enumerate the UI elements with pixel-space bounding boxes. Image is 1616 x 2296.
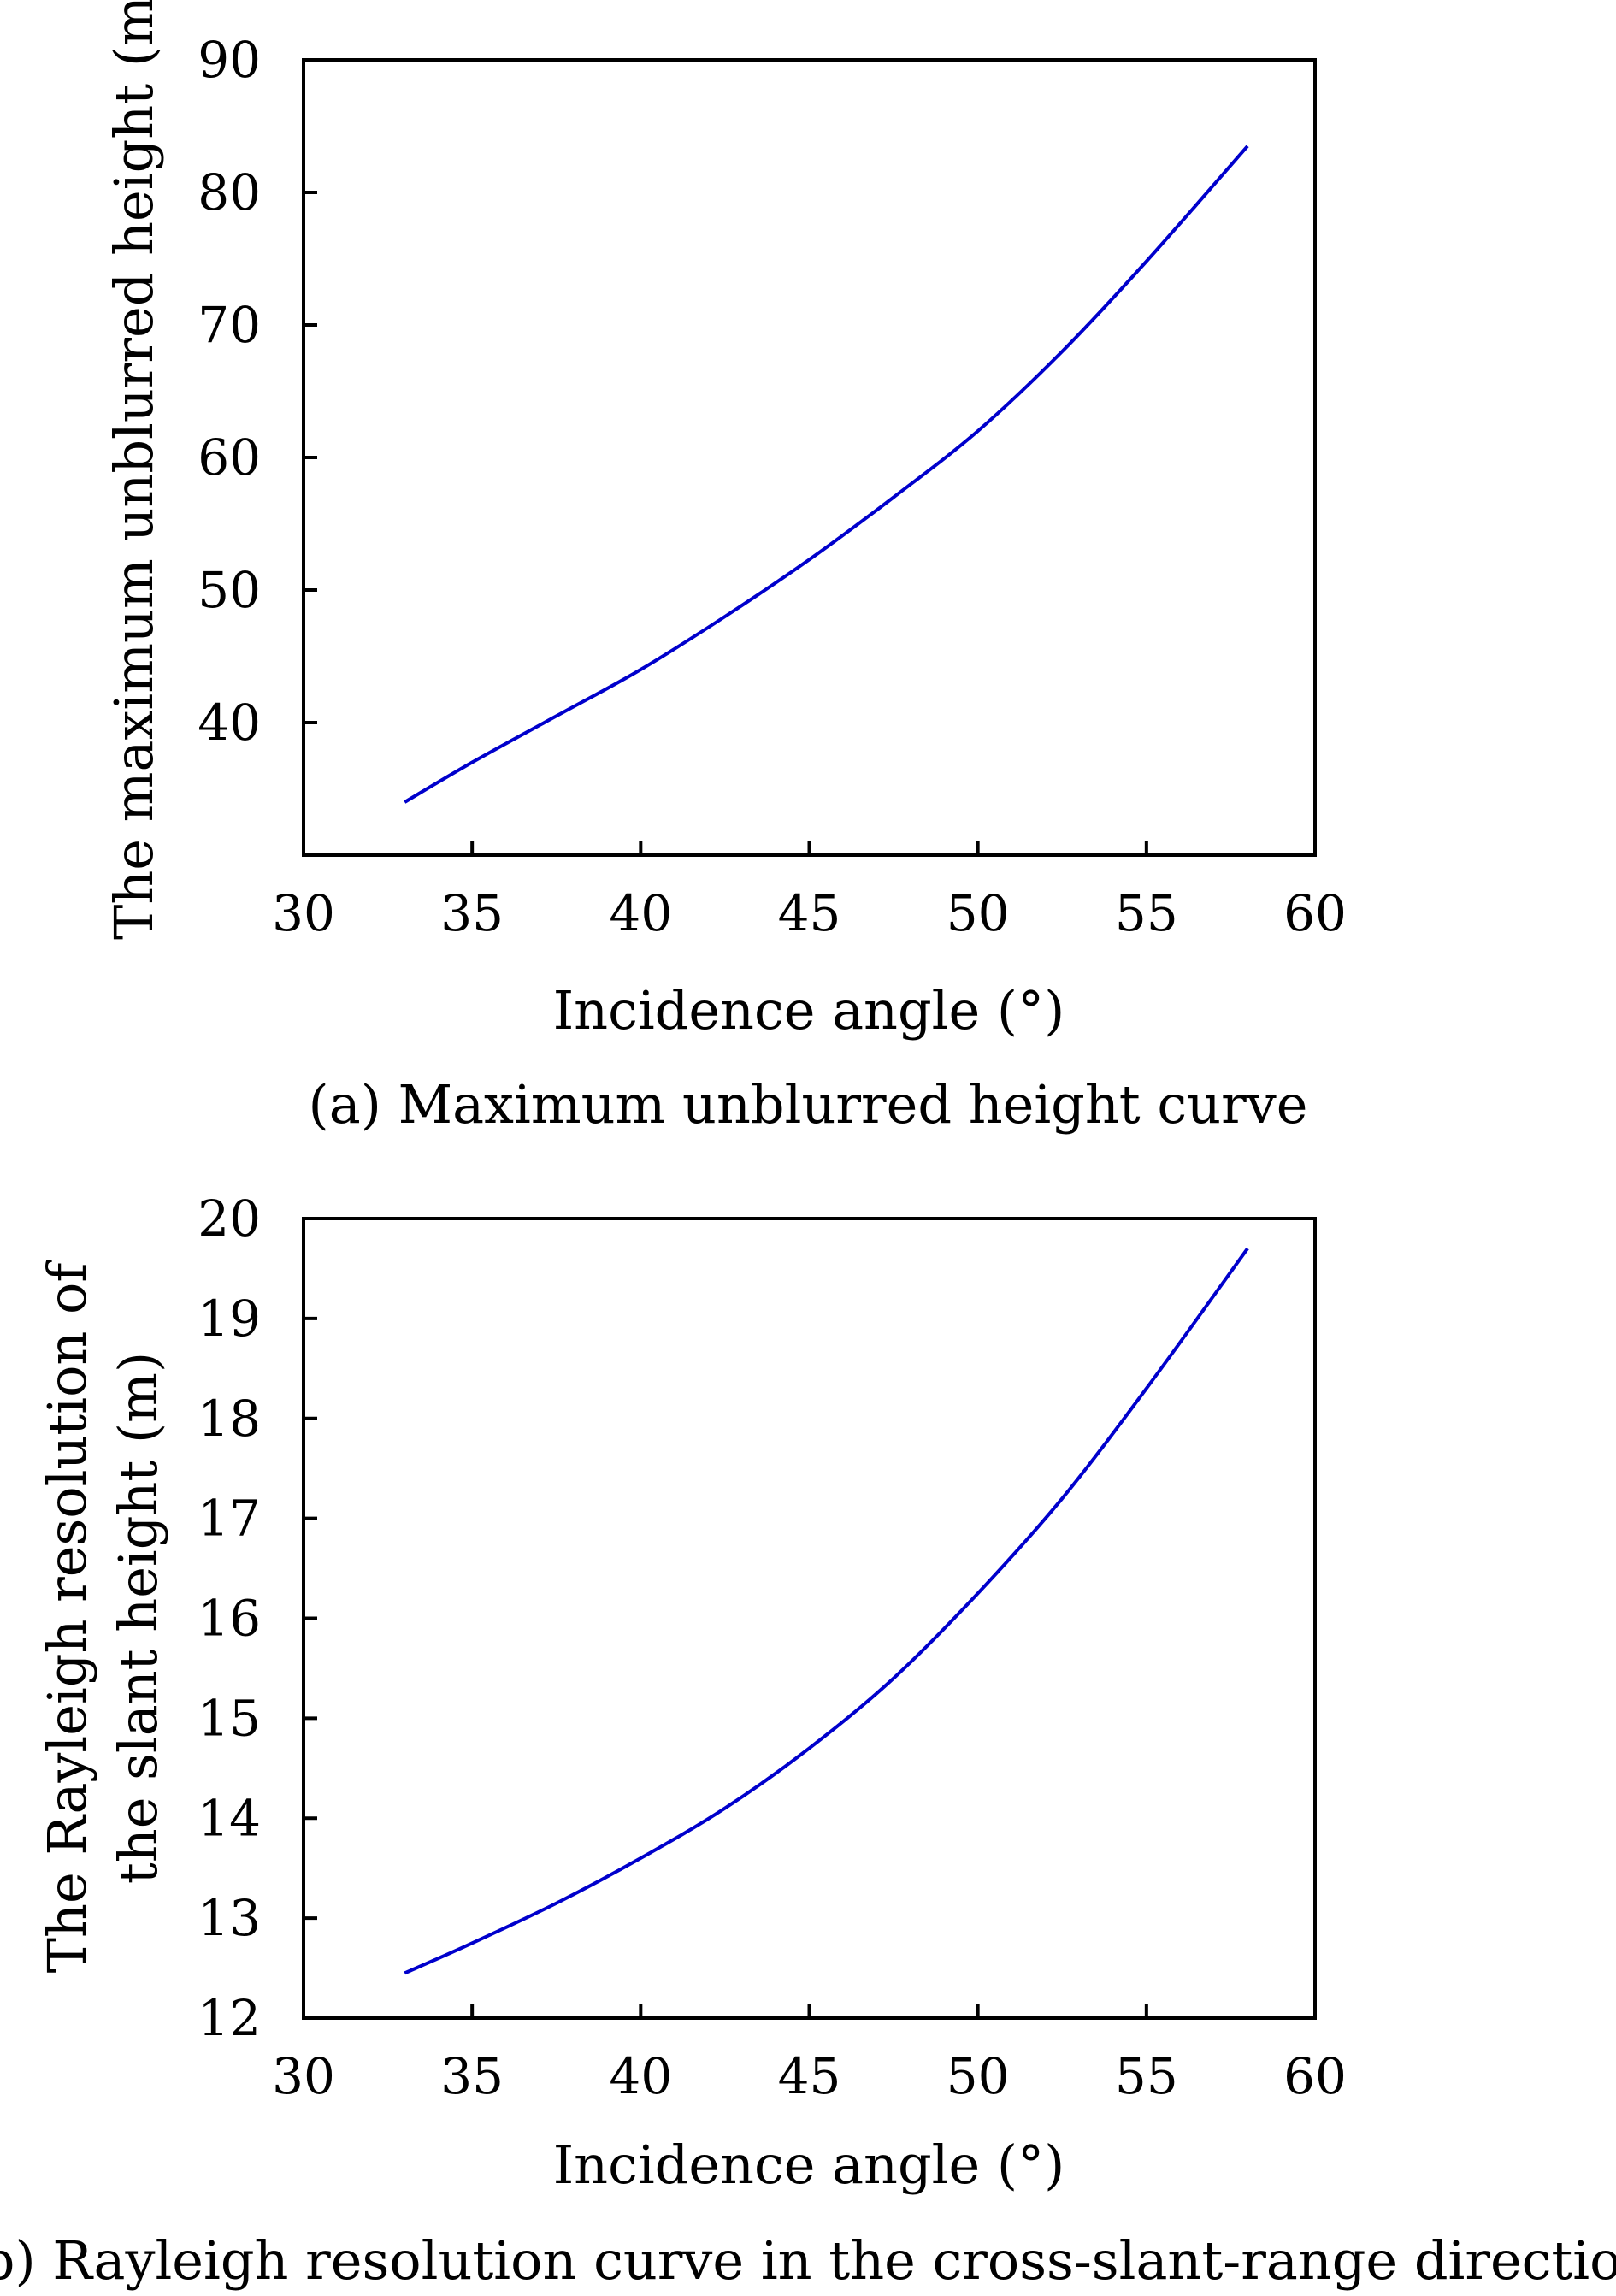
chart-b-ytick-label: 15 [198, 1689, 261, 1747]
chart-b-xtick-label: 50 [947, 2047, 1010, 2105]
chart-b-series-line [404, 1247, 1249, 1975]
chart-a-ylabel: The maximum unblurred height (m) [103, 0, 165, 940]
chart-b-xtick-label: 60 [1283, 2047, 1347, 2105]
chart-a-xlabel: Incidence angle (°) [553, 979, 1065, 1042]
chart-b-caption: (b) Rayleigh resolution curve in the cro… [0, 2229, 1616, 2292]
chart-a-ytick-label: 60 [198, 428, 261, 487]
chart-a-xtick-label: 50 [947, 884, 1010, 942]
chart-b-xtick-label: 45 [778, 2047, 841, 2105]
chart-a-ytick-label: 90 [198, 31, 261, 89]
chart-a-xtick-label: 45 [778, 884, 841, 942]
chart-b-ylabel-line2: the slant height (m) [107, 1352, 169, 1884]
chart-b-xtick-label: 35 [440, 2047, 504, 2105]
chart-a: 40 50 60 70 80 90 30 35 40 45 50 55 60 Incidence an… [103, 0, 1347, 1136]
chart-a-ytick-label: 50 [198, 561, 261, 619]
chart-b-xlabel: Incidence angle (°) [553, 2134, 1065, 2196]
chart-b-xtick-label: 55 [1115, 2047, 1178, 2105]
chart-a-ytick-label: 40 [198, 694, 261, 752]
chart-a-xtick-label: 55 [1115, 884, 1178, 942]
chart-b-ytick-label: 16 [198, 1590, 261, 1648]
chart-b-xtick-label: 40 [609, 2047, 672, 2105]
chart-a-xtick-label: 30 [272, 884, 335, 942]
chart-a-caption: (a) Maximum unblurred height curve [309, 1073, 1308, 1136]
chart-b-frame [302, 1217, 1317, 2020]
chart-b-ytick-label: 17 [198, 1490, 261, 1548]
chart-a-xtick-label: 35 [440, 884, 504, 942]
chart-b-xtick-label: 30 [272, 2047, 335, 2105]
chart-a-ytick-label: 80 [198, 163, 261, 221]
chart-b-ytick-label: 14 [198, 1789, 261, 1847]
chart-b: 12 13 14 15 16 17 18 19 20 30 35 40 45 50 55 60 Incide… [0, 1189, 1616, 2292]
chart-b-ytick-label: 12 [198, 1989, 261, 2047]
chart-a-ytick-label: 70 [198, 296, 261, 354]
chart-b-ytick-label: 18 [198, 1390, 261, 1448]
chart-b-ytick-label: 20 [198, 1189, 261, 1248]
chart-b-ytick-label: 19 [198, 1290, 261, 1348]
chart-a-series-line [404, 145, 1249, 804]
chart-b-ylabel-line1: The Rayleigh resolution of [36, 1260, 98, 1974]
chart-a-xtick-label: 60 [1283, 884, 1347, 942]
chart-b-ytick-label: 13 [198, 1889, 261, 1947]
chart-a-xtick-label: 40 [609, 884, 672, 942]
chart-a-frame [302, 58, 1317, 857]
